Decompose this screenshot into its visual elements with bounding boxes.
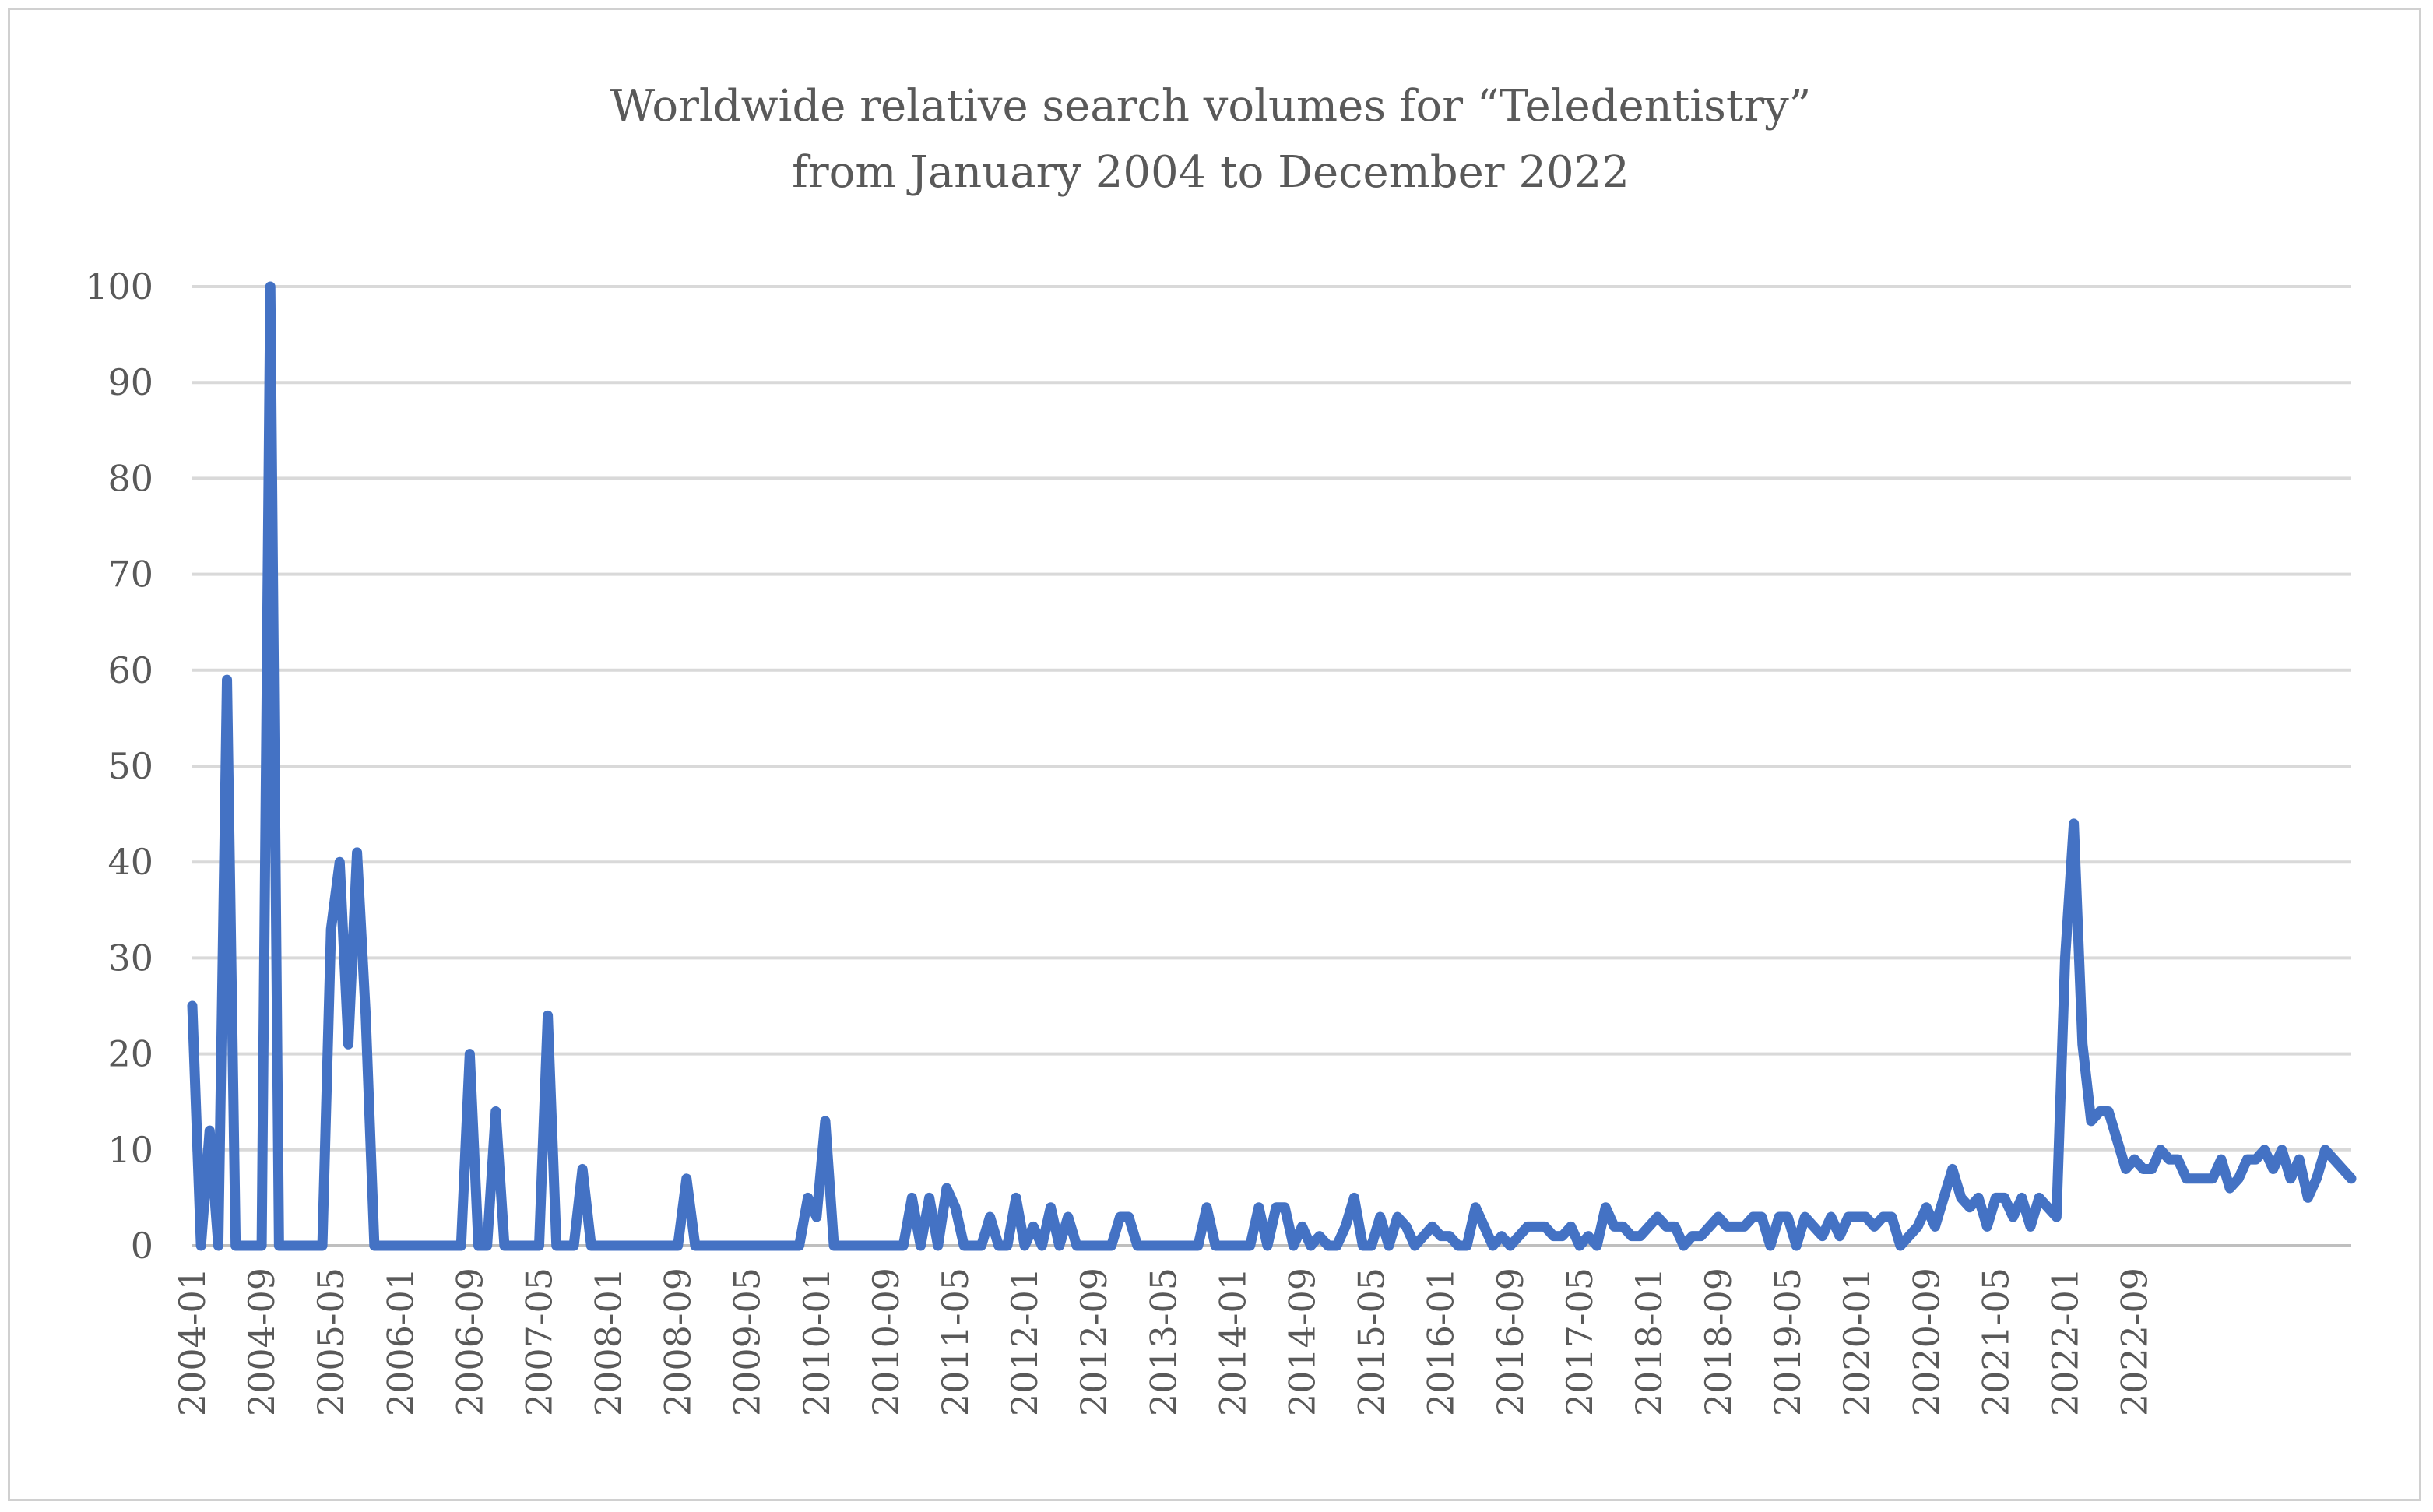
x-tick-label: 2011-05 <box>934 1268 976 1416</box>
x-tick-label: 2007-05 <box>518 1268 560 1416</box>
y-tick-label: 10 <box>107 1129 153 1171</box>
y-tick-label: 30 <box>107 937 153 979</box>
chart-frame <box>8 8 2421 1501</box>
series-layer <box>187 281 2357 1251</box>
gridlines <box>192 285 2351 1247</box>
y-tick-label: 0 <box>131 1225 153 1267</box>
y-tick-label: 90 <box>107 361 153 403</box>
x-tick-label: 2010-01 <box>796 1268 838 1416</box>
x-tick-label: 2014-09 <box>1281 1268 1323 1416</box>
x-tick-label: 2014-01 <box>1211 1268 1253 1416</box>
x-tick-label: 2012-09 <box>1073 1268 1115 1416</box>
x-tick-label: 2020-09 <box>1905 1268 1947 1416</box>
x-tick-label: 2005-05 <box>310 1268 352 1416</box>
x-tick-label: 2018-09 <box>1697 1268 1739 1416</box>
x-tick-label: 2022-09 <box>2114 1268 2156 1416</box>
y-tick-label: 60 <box>107 649 153 691</box>
x-tick-label: 2004-09 <box>241 1268 283 1416</box>
x-tick-label: 2018-01 <box>1628 1268 1670 1416</box>
y-tick-label: 70 <box>107 554 153 596</box>
x-tick-label: 2016-09 <box>1489 1268 1531 1416</box>
x-tick-label: 2019-05 <box>1767 1268 1809 1416</box>
x-tick-label: 2021-05 <box>1974 1268 2016 1416</box>
x-tick-label: 2010-09 <box>865 1268 907 1416</box>
x-tick-label: 2004-01 <box>171 1268 213 1416</box>
x-tick-label: 2017-05 <box>1559 1268 1601 1416</box>
y-tick-label: 40 <box>107 841 153 883</box>
x-tick-label: 2006-01 <box>379 1268 421 1416</box>
x-tick-label: 2013-05 <box>1142 1268 1184 1416</box>
x-tick-label: 2008-09 <box>657 1268 699 1416</box>
y-axis-labels: 0 10 20 30 40 50 60 70 80 90 100 <box>85 265 153 1267</box>
chart-title-line-2: from January 2004 to December 2022 <box>792 147 1630 198</box>
x-tick-label: 2006-09 <box>448 1268 490 1416</box>
x-tick-label: 2012-01 <box>1004 1268 1046 1416</box>
y-tick-label: 50 <box>107 745 153 787</box>
y-tick-label: 20 <box>107 1033 153 1075</box>
x-axis-labels: 2004-01 2004-09 2005-05 2006-01 2006-09 2007-… <box>171 1268 2156 1416</box>
x-tick-label: 2015-05 <box>1351 1268 1393 1416</box>
x-tick-label: 2008-01 <box>588 1268 630 1416</box>
y-tick-label: 100 <box>85 265 153 308</box>
series-line-teledentistry <box>187 281 2357 1251</box>
x-tick-label: 2016-01 <box>1420 1268 1462 1416</box>
x-tick-label: 2009-05 <box>726 1268 768 1416</box>
x-tick-label: 2022-01 <box>2044 1268 2086 1416</box>
chart-title-line-1: Worldwide relative search volumes for “T… <box>610 81 1812 132</box>
y-tick-label: 80 <box>107 457 153 499</box>
x-tick-label: 2020-01 <box>1836 1268 1878 1416</box>
